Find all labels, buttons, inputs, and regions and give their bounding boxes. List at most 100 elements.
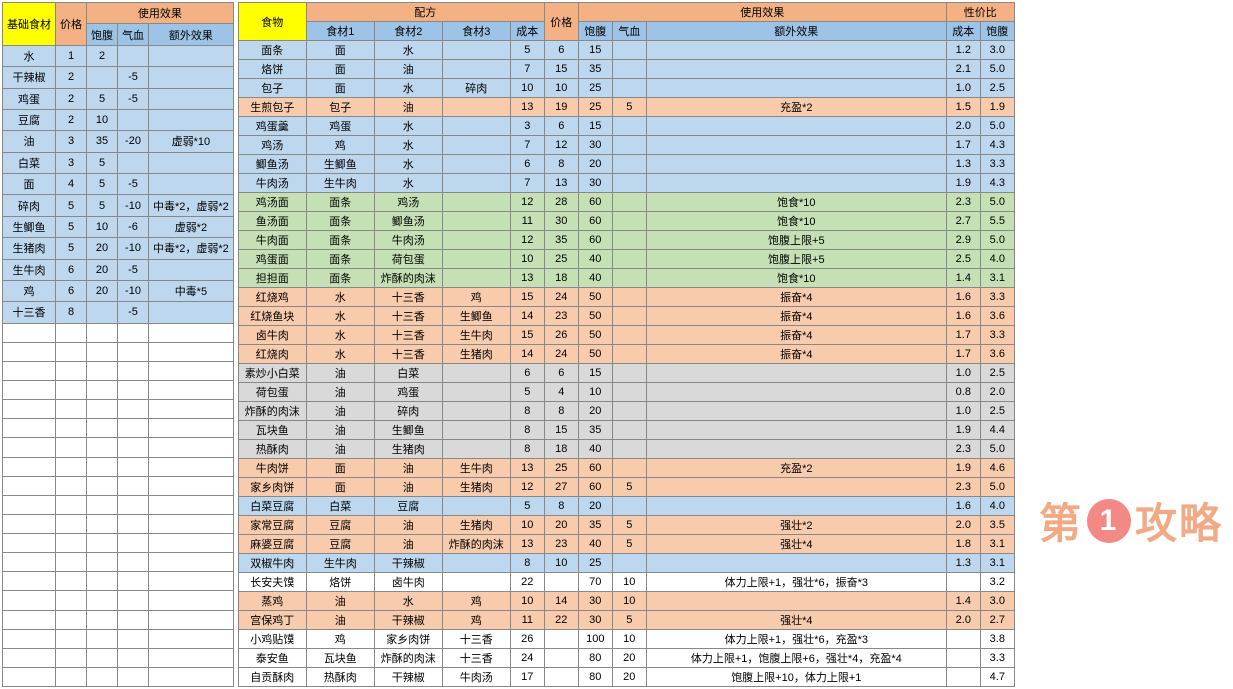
cell: 长安夫馍 bbox=[238, 573, 306, 592]
cell: 50 bbox=[578, 326, 612, 345]
cell: 12 bbox=[510, 478, 544, 497]
cell: 5.0 bbox=[980, 478, 1014, 497]
subcol: 成本 bbox=[510, 22, 544, 41]
cell: 3.3 bbox=[980, 326, 1014, 345]
cell: 生牛肉 bbox=[442, 326, 510, 345]
cell: 生牛肉 bbox=[3, 259, 56, 280]
cell: 5.0 bbox=[980, 193, 1014, 212]
cell: 70 bbox=[578, 573, 612, 592]
cell: 1 bbox=[56, 45, 87, 66]
cell bbox=[612, 345, 646, 364]
cell: 3 bbox=[56, 152, 87, 173]
cell: 19 bbox=[544, 98, 578, 117]
cell: 20 bbox=[578, 155, 612, 174]
cell bbox=[612, 554, 646, 573]
cell: 油 bbox=[374, 516, 442, 535]
cell: -5 bbox=[118, 259, 149, 280]
cell bbox=[442, 573, 510, 592]
ingredients-table: 基础食材价格使用效果饱腹气血额外效果水12干辣椒2-5鸡蛋25-5豆腐210油3… bbox=[2, 2, 234, 687]
cell: 牛肉汤 bbox=[442, 668, 510, 687]
cell: 振奋*4 bbox=[646, 307, 946, 326]
cell: 豆腐 bbox=[306, 535, 374, 554]
cell: 35 bbox=[544, 231, 578, 250]
cell: 60 bbox=[578, 212, 612, 231]
cell: 5 bbox=[612, 478, 646, 497]
cell: 牛肉面 bbox=[238, 231, 306, 250]
subcol: 食材3 bbox=[442, 22, 510, 41]
cell: 5 bbox=[612, 535, 646, 554]
cell: 50 bbox=[578, 345, 612, 364]
cell: 白菜 bbox=[374, 364, 442, 383]
cell: 振奋*4 bbox=[646, 345, 946, 364]
cell: 油 bbox=[374, 60, 442, 79]
cell: -6 bbox=[118, 216, 149, 237]
cell: 6 bbox=[56, 280, 87, 301]
cell: 牛肉汤 bbox=[374, 231, 442, 250]
cell bbox=[646, 117, 946, 136]
cell: 30 bbox=[578, 611, 612, 630]
cell: 家常豆腐 bbox=[238, 516, 306, 535]
cell: 水 bbox=[306, 345, 374, 364]
cell: 鸡蛋 bbox=[374, 383, 442, 402]
cell: 6 bbox=[544, 117, 578, 136]
cell: 8 bbox=[510, 554, 544, 573]
cell: 炸酥的肉沫 bbox=[238, 402, 306, 421]
cell: 2.3 bbox=[946, 193, 980, 212]
cell: 油 bbox=[306, 611, 374, 630]
cell: 5 bbox=[612, 516, 646, 535]
cell bbox=[442, 383, 510, 402]
cell: 面条 bbox=[238, 41, 306, 60]
cell bbox=[544, 668, 578, 687]
cell: 水 bbox=[374, 592, 442, 611]
cell bbox=[612, 60, 646, 79]
cell: 2.0 bbox=[946, 611, 980, 630]
subcol: 食材2 bbox=[374, 22, 442, 41]
cell: 十三香 bbox=[374, 307, 442, 326]
cell bbox=[612, 440, 646, 459]
cell: 5 bbox=[87, 195, 118, 216]
cell: 水 bbox=[374, 41, 442, 60]
cell: 生煎包子 bbox=[238, 98, 306, 117]
cell: 小鸡贴馍 bbox=[238, 630, 306, 649]
cell: 油 bbox=[374, 535, 442, 554]
cell: 豆腐 bbox=[3, 109, 56, 130]
cell: 8 bbox=[56, 302, 87, 323]
cell: 强壮*4 bbox=[646, 611, 946, 630]
cell: 油 bbox=[306, 440, 374, 459]
cell: 24 bbox=[510, 649, 544, 668]
cell: 15 bbox=[544, 421, 578, 440]
cell: 面 bbox=[306, 459, 374, 478]
cell: 鲫鱼汤 bbox=[374, 212, 442, 231]
cell: 13 bbox=[510, 269, 544, 288]
cell: 1.4 bbox=[946, 592, 980, 611]
cell bbox=[442, 212, 510, 231]
cell: 十三香 bbox=[442, 630, 510, 649]
cell: 中毒*5 bbox=[149, 280, 234, 301]
cell: 体力上限+1，强壮*6，振奋*3 bbox=[646, 573, 946, 592]
cell: 8 bbox=[544, 402, 578, 421]
cell: 12 bbox=[510, 193, 544, 212]
cell: 饱腹上限+5 bbox=[646, 231, 946, 250]
cell: 麻婆豆腐 bbox=[238, 535, 306, 554]
cell: 3.8 bbox=[980, 630, 1014, 649]
cell: 担担面 bbox=[238, 269, 306, 288]
cell: -10 bbox=[118, 238, 149, 259]
cell: 6 bbox=[544, 41, 578, 60]
cell: 白菜 bbox=[3, 152, 56, 173]
cell: 干辣椒 bbox=[374, 668, 442, 687]
cell: 炸酥的肉沫 bbox=[374, 269, 442, 288]
cell: 鸡汤面 bbox=[238, 193, 306, 212]
cell: 100 bbox=[578, 630, 612, 649]
cell: 振奋*4 bbox=[646, 288, 946, 307]
cell: 荷包蛋 bbox=[374, 250, 442, 269]
cell: 面条 bbox=[306, 193, 374, 212]
cell bbox=[612, 326, 646, 345]
cell: 3.1 bbox=[980, 535, 1014, 554]
cell: 油 bbox=[306, 421, 374, 440]
cell: 10 bbox=[510, 592, 544, 611]
subcol: 额外效果 bbox=[149, 24, 234, 45]
cell: 2.7 bbox=[980, 611, 1014, 630]
cell: 水 bbox=[3, 45, 56, 66]
cell bbox=[87, 302, 118, 323]
cell bbox=[612, 383, 646, 402]
